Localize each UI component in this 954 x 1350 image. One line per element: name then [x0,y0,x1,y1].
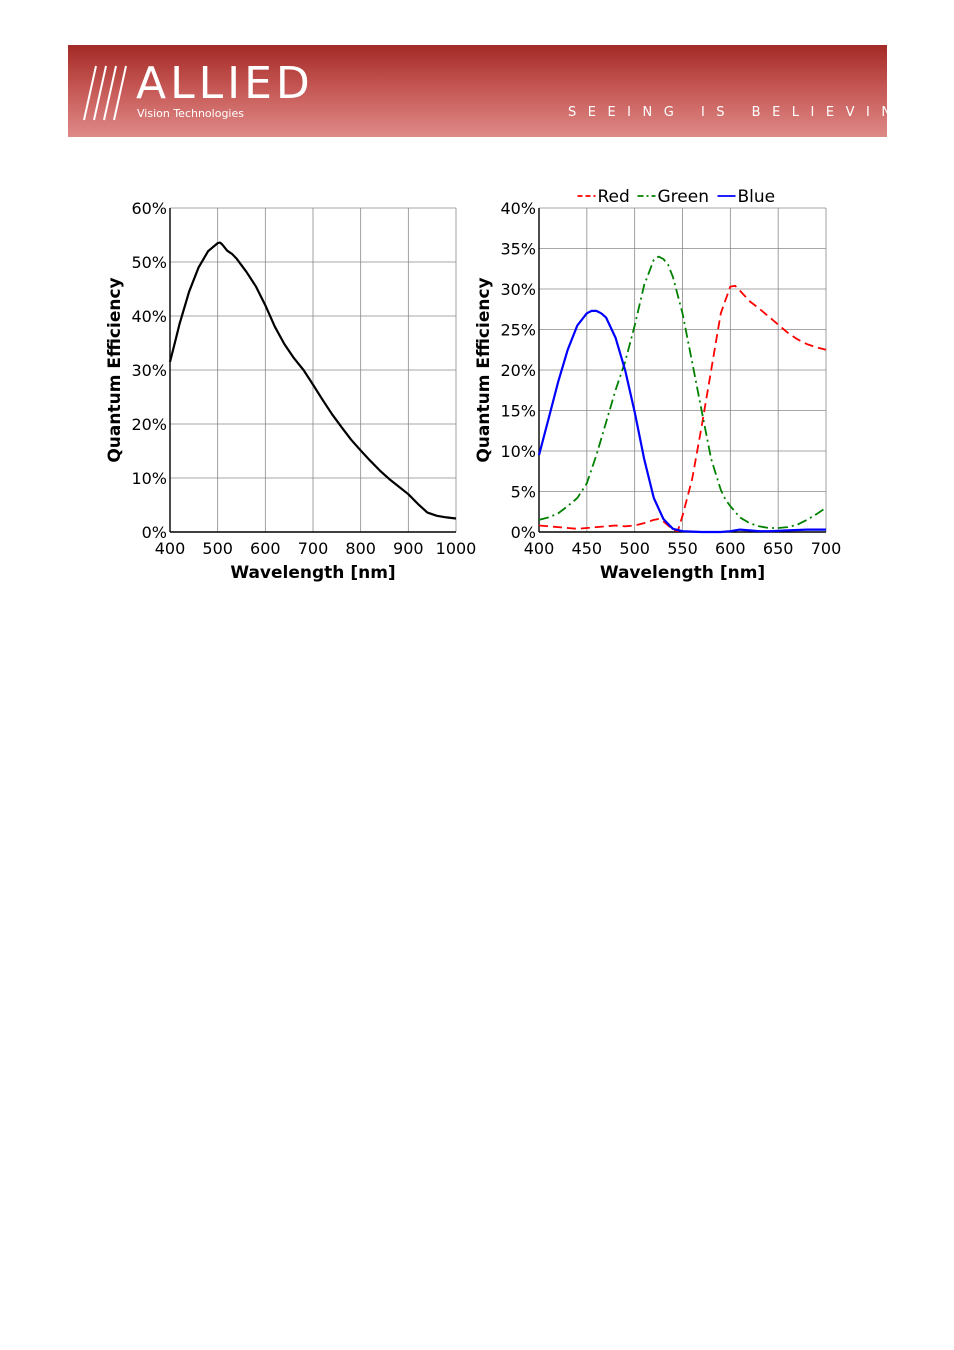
blue-legend-label: Blue [738,187,776,207]
color-qe-chart: 400 450 500 550 600 650 700 0% 5% 10% 15% 20% 25% 30%… [474,187,841,583]
x-tick-label: 650 [763,539,794,558]
x-tick-label: 600 [250,539,281,558]
mono-qe-chart: 400 500 600 700 800 900 1000 0% 10% 20% 30% 40% 50% 6… [105,199,476,583]
x-tick-label: 800 [345,539,376,558]
x-tick-label: 1000 [436,539,477,558]
x-tick-label: 700 [811,539,842,558]
y-tick-label: 60% [131,199,167,218]
x-tick-label: 500 [619,539,650,558]
y-tick-label: 0% [511,523,536,542]
green-series-line [538,255,827,529]
x-axis-title: Wavelength [nm] [600,563,765,583]
x-tick-label: 450 [572,539,603,558]
y-tick-label: 30% [500,280,536,299]
y-tick-label: 35% [500,240,536,259]
x-tick-label: 900 [393,539,424,558]
y-tick-label: 5% [511,483,536,502]
y-axis-title: Quantum Efficiency [474,277,494,462]
y-tick-label: 20% [500,361,536,380]
brand-subtitle: Vision Technologies [137,107,244,120]
x-tick-label: 550 [667,539,698,558]
y-tick-label: 40% [500,199,536,218]
y-tick-label: 15% [500,402,536,421]
y-tick-label: 30% [131,361,167,380]
y-tick-label: 10% [500,442,536,461]
x-tick-label: 400 [524,539,555,558]
y-tick-label: 20% [131,415,167,434]
tagline: SEEING IS BELIEVING [568,105,925,120]
y-axis-title: Quantum Efficiency [105,277,125,462]
header-banner [68,45,887,137]
x-axis-title: Wavelength [nm] [230,563,395,583]
y-tick-label: 50% [131,253,167,272]
green-legend-label: Green [658,187,709,207]
brand-name: ALLIED [136,58,314,109]
y-tick-label: 10% [131,469,167,488]
x-tick-label: 400 [155,539,186,558]
qe-series-line [168,241,457,520]
red-legend-label: Red [598,187,630,207]
y-tick-label: 40% [131,307,167,326]
y-tick-label: 0% [142,523,167,542]
x-tick-label: 700 [298,539,329,558]
red-series-line [538,284,827,533]
y-tick-label: 25% [500,321,536,340]
logo-slashes-icon [83,65,127,121]
x-tick-label: 600 [715,539,746,558]
x-tick-label: 500 [202,539,233,558]
blue-series-line [537,309,826,534]
